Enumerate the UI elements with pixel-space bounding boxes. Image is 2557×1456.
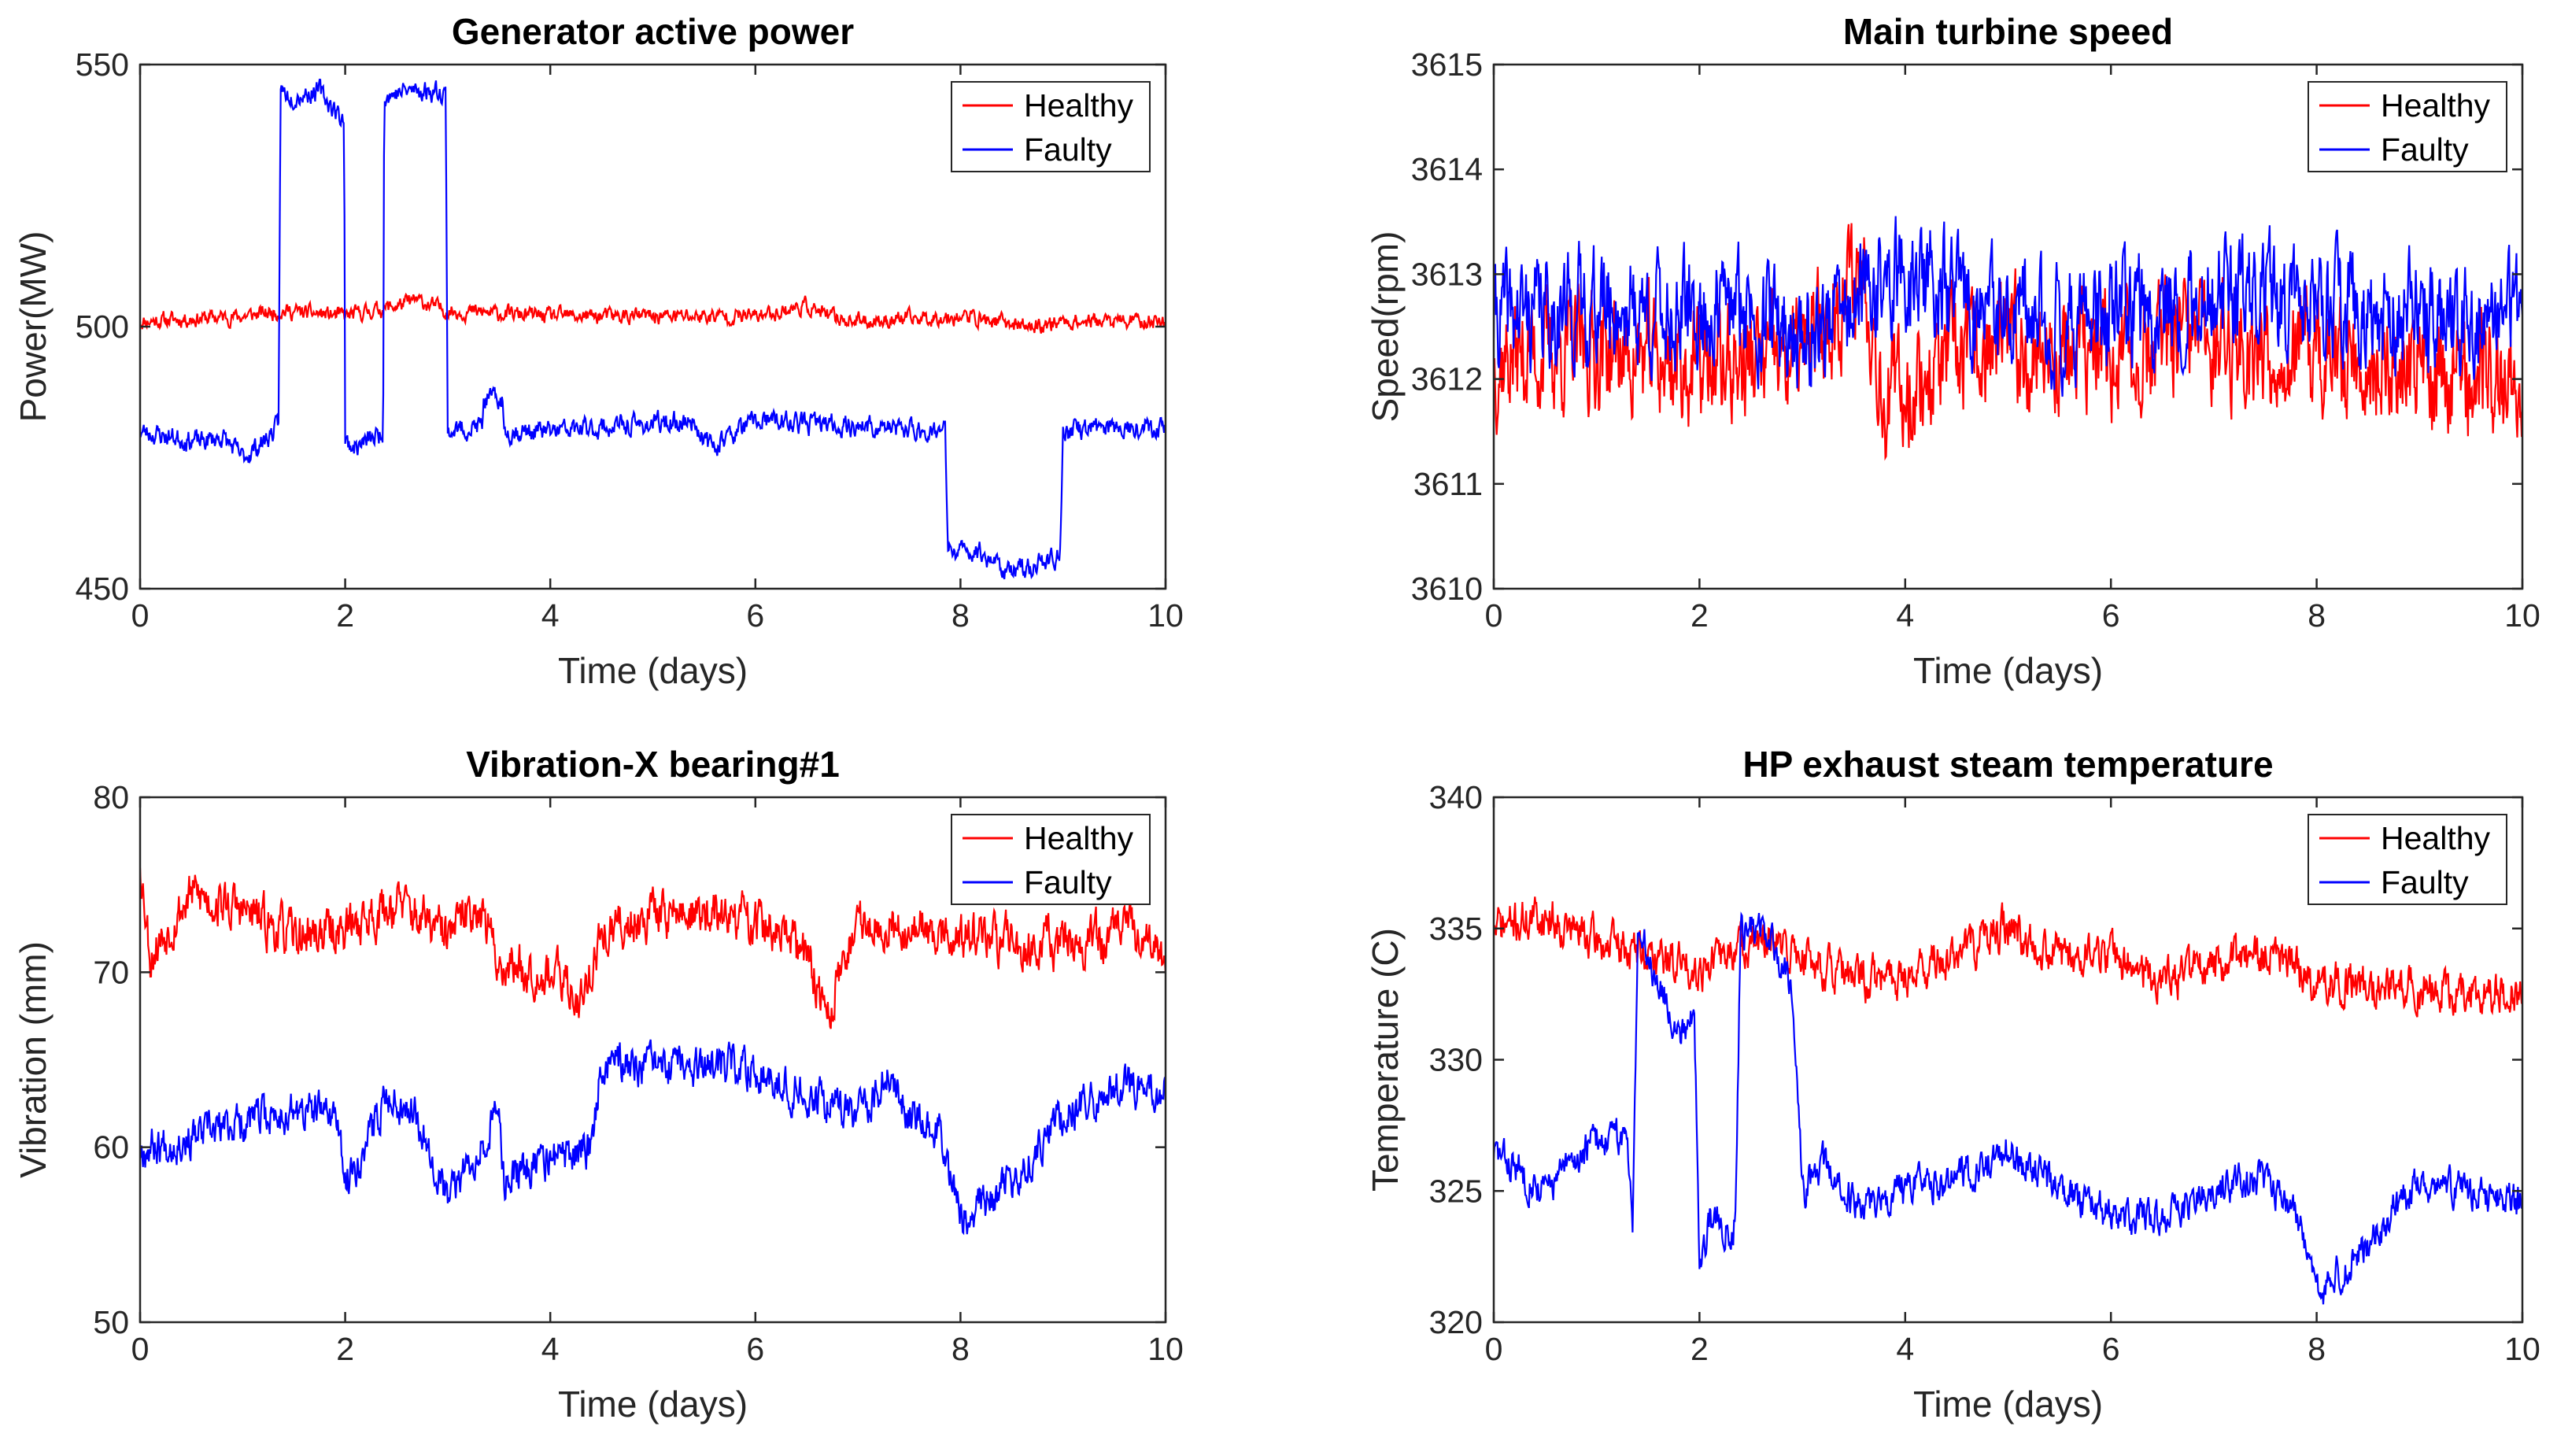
- legend-label-faulty: Faulty: [2381, 131, 2469, 168]
- y-tick-label: 80: [93, 779, 129, 815]
- legend-box: [2308, 81, 2507, 172]
- y-tick-label: 325: [1429, 1173, 1483, 1209]
- legend-box: [2308, 814, 2507, 905]
- legend-label-healthy: Healthy: [1024, 87, 1134, 124]
- x-tick-label: 0: [131, 597, 150, 634]
- x-tick-label: 10: [1147, 1331, 1184, 1367]
- x-tick-label: 8: [2308, 597, 2326, 634]
- x-axis-label: Time (days): [1913, 1384, 2103, 1425]
- chart-title: Vibration-X bearing#1: [466, 744, 840, 785]
- legend: Healthy Faulty: [951, 81, 1151, 172]
- y-tick-label: 550: [76, 46, 129, 83]
- series-line-healthy: [140, 292, 1166, 334]
- y-axis-label: Vibration (mm): [13, 941, 54, 1178]
- y-tick-label: 320: [1429, 1304, 1483, 1340]
- x-tick-label: 10: [1147, 597, 1184, 634]
- x-axis-label: Time (days): [1913, 650, 2103, 691]
- x-axis-label: Time (days): [558, 1384, 748, 1425]
- chart-title: Generator active power: [452, 11, 854, 52]
- series-line-faulty: [1494, 911, 2522, 1305]
- x-tick-label: 0: [131, 1331, 150, 1367]
- x-tick-label: 6: [2102, 597, 2120, 634]
- x-tick-label: 6: [746, 597, 764, 634]
- series-line-healthy: [140, 867, 1166, 1029]
- legend-label-healthy: Healthy: [2381, 87, 2491, 124]
- legend-label-faulty: Faulty: [1024, 131, 1112, 168]
- x-tick-label: 2: [1691, 1331, 1709, 1367]
- x-tick-label: 8: [951, 1331, 970, 1367]
- y-axis-label: Temperature (C): [1365, 928, 1406, 1192]
- x-tick-label: 2: [336, 1331, 354, 1367]
- series-line-healthy: [1494, 896, 2522, 1018]
- y-tick-label: 335: [1429, 911, 1483, 947]
- y-tick-label: 3610: [1411, 571, 1483, 607]
- x-tick-label: 2: [336, 597, 354, 634]
- legend-label-faulty: Faulty: [1024, 864, 1112, 900]
- x-tick-label: 4: [1896, 597, 1914, 634]
- legend: Healthy Faulty: [2308, 814, 2507, 905]
- x-tick-label: 6: [746, 1331, 764, 1367]
- y-tick-label: 450: [76, 571, 129, 607]
- series-line-faulty: [140, 1039, 1166, 1236]
- y-tick-label: 330: [1429, 1042, 1483, 1078]
- x-tick-label: 4: [541, 597, 560, 634]
- series-line-faulty: [140, 79, 1166, 580]
- legend-box: [951, 814, 1151, 905]
- y-tick-label: 3613: [1411, 256, 1483, 292]
- y-tick-label: 60: [93, 1129, 129, 1166]
- x-tick-label: 10: [2504, 597, 2540, 634]
- y-tick-label: 3614: [1411, 151, 1483, 187]
- series-line-faulty: [1494, 216, 2522, 397]
- chart-title: Main turbine speed: [1843, 11, 2173, 52]
- x-tick-label: 8: [951, 597, 970, 634]
- y-tick-label: 3611: [1413, 466, 1483, 502]
- axes-box: [1492, 63, 2524, 590]
- y-tick-label: 70: [93, 954, 129, 990]
- x-tick-label: 0: [1485, 597, 1503, 634]
- y-tick-label: 50: [93, 1304, 129, 1340]
- x-tick-label: 0: [1485, 1331, 1503, 1367]
- x-tick-label: 10: [2504, 1331, 2540, 1367]
- legend-box: [951, 81, 1151, 172]
- axes-box: [139, 796, 1167, 1324]
- x-tick-label: 2: [1691, 597, 1709, 634]
- y-tick-label: 340: [1429, 779, 1483, 815]
- y-tick-label: 3615: [1411, 46, 1483, 83]
- x-tick-label: 6: [2102, 1331, 2120, 1367]
- legend: Healthy Faulty: [2308, 81, 2507, 172]
- x-tick-label: 8: [2308, 1331, 2326, 1367]
- x-tick-label: 4: [1896, 1331, 1914, 1367]
- legend-label-faulty: Faulty: [2381, 864, 2469, 900]
- y-tick-label: 3612: [1411, 361, 1483, 397]
- x-axis-label: Time (days): [558, 650, 748, 691]
- chart-panel-1: 0 2 4 6 8 10 450 500 550 Generator active power Ti…: [13, 11, 1184, 691]
- chart-panel-3: 0 2 4 6 8 10 50 60 70 80 Vibration-X bearing#1 Time…: [13, 744, 1184, 1425]
- chart-title: HP exhaust steam temperature: [1742, 744, 2273, 785]
- y-axis-label: Speed(rpm): [1365, 231, 1406, 423]
- y-tick-label: 500: [76, 309, 129, 345]
- chart-panel-2: 0 2 4 6 8 10 3610 3611 3612 3613 3614 3615 Main turb…: [1365, 11, 2540, 691]
- y-axis-label: Power(MW): [13, 231, 54, 423]
- legend-label-healthy: Healthy: [2381, 820, 2491, 856]
- legend: Healthy Faulty: [951, 814, 1151, 905]
- series-line-healthy: [1494, 223, 2522, 461]
- legend-label-healthy: Healthy: [1024, 820, 1134, 856]
- x-tick-label: 4: [541, 1331, 560, 1367]
- chart-panel-4: 0 2 4 6 8 10 320 325 330 335 340 HP exhaust steam t…: [1365, 744, 2540, 1425]
